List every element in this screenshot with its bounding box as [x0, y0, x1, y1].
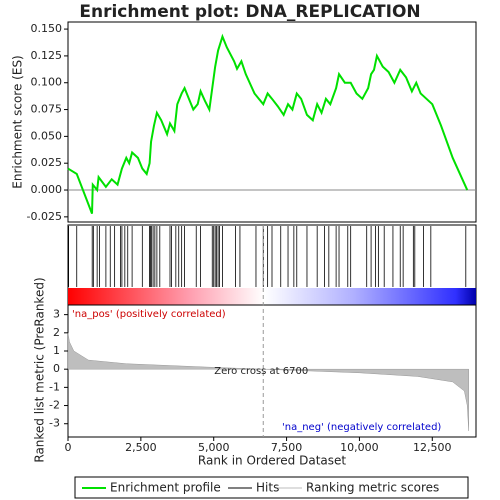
- y-tick-label: 0.100: [31, 76, 63, 89]
- metric-area: [67, 332, 469, 432]
- metric-tick-label: 3: [53, 308, 60, 321]
- metric-tick-label: 2: [53, 326, 60, 339]
- y-axis-label: Enrichment score (ES): [11, 55, 25, 188]
- legend-label: Enrichment profile: [110, 481, 221, 495]
- x-tick-label: 12,500: [413, 441, 452, 454]
- metric-frame: [67, 304, 477, 438]
- x-tick-label: 7,500: [271, 441, 303, 454]
- color-bar: [68, 288, 476, 305]
- legend-label: Hits: [256, 481, 279, 495]
- x-tick-label: 2,500: [125, 441, 157, 454]
- es-frame: [67, 21, 477, 223]
- legend-label: Ranking metric scores: [306, 481, 439, 495]
- y-tick-label: 0.050: [31, 129, 63, 142]
- y-tick-label: -0.025: [27, 210, 62, 223]
- chart-title: Enrichment plot: DNA_REPLICATION: [79, 2, 420, 22]
- metric-tick-label: 0: [53, 362, 60, 375]
- pos-label: 'na_pos' (positively correlated): [72, 309, 226, 320]
- x-tick-label: 0: [65, 441, 72, 454]
- metric-tick-label: -2: [49, 399, 60, 412]
- x-tick-label: 5,000: [198, 441, 230, 454]
- neg-label: 'na_neg' (negatively correlated): [282, 422, 441, 433]
- y-tick-label: 0.125: [31, 49, 63, 62]
- y-tick-label: 0.000: [31, 183, 63, 196]
- zero-cross-label: Zero cross at 6700: [214, 366, 308, 377]
- metric-tick-label: 1: [53, 344, 60, 357]
- x-axis-label: Rank in Ordered Dataset: [198, 454, 346, 468]
- enrichment-line: [67, 33, 469, 214]
- metric-axis-label: Ranked list metric (PreRanked): [33, 277, 47, 462]
- legend: [74, 476, 469, 499]
- x-tick-label: 10,000: [340, 441, 379, 454]
- y-tick-label: 0.025: [31, 156, 63, 169]
- metric-tick-label: -1: [49, 380, 60, 393]
- y-tick-label: 0.150: [31, 22, 63, 35]
- y-tick-label: 0.075: [31, 103, 63, 116]
- metric-tick-label: -3: [49, 417, 60, 430]
